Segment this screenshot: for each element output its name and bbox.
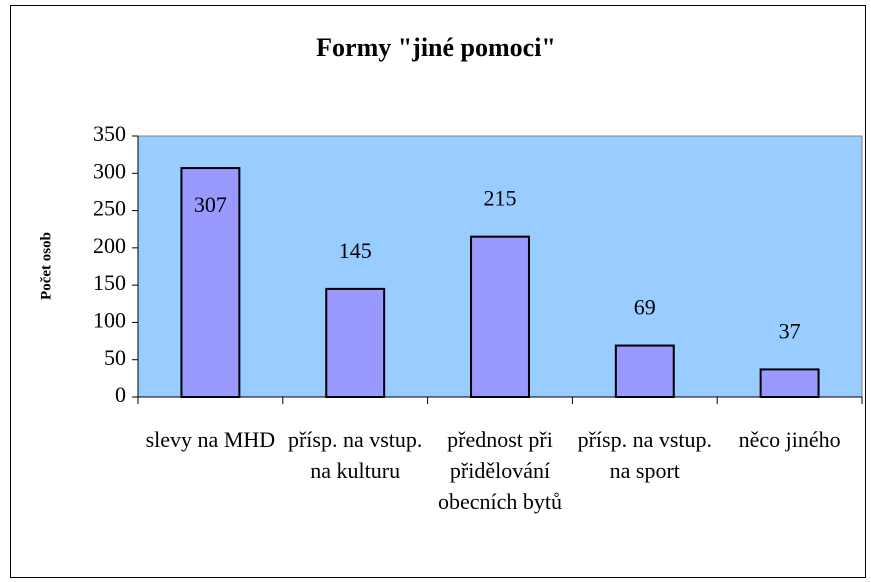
y-tick-label: 200 xyxy=(93,233,126,258)
y-tick-label: 50 xyxy=(104,345,126,370)
y-tick-label: 0 xyxy=(115,382,126,407)
x-tick-label: slevy na MHD xyxy=(145,427,276,452)
data-label: 215 xyxy=(484,186,517,211)
data-label: 307 xyxy=(194,192,227,217)
y-tick-label: 300 xyxy=(93,158,126,183)
y-tick-label: 100 xyxy=(93,307,126,332)
x-tick-label: něco jiného xyxy=(738,427,841,452)
data-label: 37 xyxy=(779,318,801,343)
bar xyxy=(759,368,820,398)
y-tick-label: 150 xyxy=(93,270,126,295)
bar xyxy=(180,167,241,398)
y-tick-label: 250 xyxy=(93,196,126,221)
x-tick-label: přednost při přidělování obecních bytů xyxy=(437,427,563,514)
y-tick-label: 350 xyxy=(93,121,126,146)
x-tick-label: přísp. na vstup. na kulturu xyxy=(287,427,423,483)
x-tick-label: přísp. na vstup. na sport xyxy=(577,427,713,483)
bar xyxy=(470,235,530,398)
bar xyxy=(325,287,386,398)
y-axis-label: Počet osob xyxy=(38,232,54,300)
chart-title: Formy "jiné pomoci" xyxy=(316,33,556,62)
bar xyxy=(614,344,675,398)
data-label: 145 xyxy=(339,238,372,263)
data-label: 69 xyxy=(634,295,656,320)
